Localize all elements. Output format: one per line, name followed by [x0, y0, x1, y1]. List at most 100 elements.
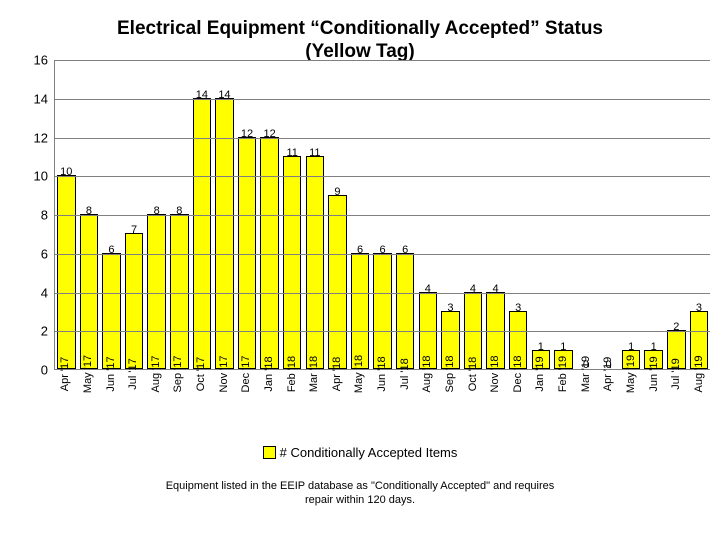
- x-tick-label: Mar '18: [308, 356, 320, 392]
- x-tick-label: Aug '17: [150, 356, 162, 393]
- x-tick-slot: Dec '18: [507, 370, 530, 430]
- x-tick-slot: May '19: [620, 370, 643, 430]
- x-tick-slot: Aug '19: [688, 370, 711, 430]
- x-tick-label: May '17: [82, 355, 94, 393]
- x-tick-slot: Oct '18: [461, 370, 484, 430]
- x-tick-slot: Jun '18: [371, 370, 394, 430]
- bar: 8: [80, 214, 99, 369]
- x-tick-slot: Dec '17: [235, 370, 258, 430]
- y-tick-label: 8: [41, 208, 48, 223]
- title-line2: (Yellow Tag): [305, 41, 414, 62]
- legend: # Conditionally Accepted Items: [0, 445, 720, 460]
- x-tick-label: Mar '19: [580, 356, 592, 392]
- x-tick-slot: Aug '18: [416, 370, 439, 430]
- x-tick-label: Oct '17: [195, 357, 207, 392]
- y-tick-label: 14: [34, 91, 48, 106]
- x-tick-label: Jun '17: [105, 356, 117, 391]
- x-tick-slot: Jul '18: [393, 370, 416, 430]
- x-tick-label: Jan '19: [534, 356, 546, 391]
- bar-value-label: 7: [131, 224, 137, 236]
- x-tick-label: Jul '17: [127, 358, 139, 389]
- x-tick-label: Jan '18: [263, 356, 275, 391]
- gridline: [55, 254, 710, 255]
- legend-label: # Conditionally Accepted Items: [280, 445, 458, 460]
- x-axis: Apr '17May '17Jun '17Jul '17Aug '17Sep '…: [54, 370, 710, 430]
- bar-value-label: 3: [447, 302, 453, 314]
- x-tick-label: Nov '18: [489, 356, 501, 393]
- x-tick-label: Apr '17: [59, 357, 71, 392]
- bar-value-label: 11: [287, 147, 298, 159]
- footnote-line1: Equipment listed in the EEIP database as…: [166, 480, 555, 492]
- y-tick-label: 12: [34, 130, 48, 145]
- bar-value-label: 1: [628, 341, 634, 353]
- gridline: [55, 60, 710, 61]
- x-tick-slot: Mar '18: [303, 370, 326, 430]
- bar-value-label: 1: [560, 341, 566, 353]
- bar-value-label: 9: [334, 186, 340, 198]
- x-tick-label: Jul '18: [399, 358, 411, 389]
- y-tick-label: 10: [34, 169, 48, 184]
- x-tick-slot: Mar '19: [574, 370, 597, 430]
- x-tick-slot: Feb '18: [280, 370, 303, 430]
- x-tick-label: Jul '19: [670, 358, 682, 389]
- bar: 11: [283, 156, 302, 369]
- x-tick-label: Dec '18: [512, 356, 524, 393]
- chart-title: Electrical Equipment “Conditionally Acce…: [0, 18, 720, 64]
- footnote: Equipment listed in the EEIP database as…: [0, 480, 720, 508]
- y-tick-label: 16: [34, 53, 48, 68]
- x-tick-label: Jun '19: [648, 356, 660, 391]
- bar: 6: [396, 253, 415, 369]
- y-tick-label: 2: [41, 324, 48, 339]
- x-tick-slot: Jun '17: [99, 370, 122, 430]
- x-tick-label: Aug '18: [421, 356, 433, 393]
- bar: 12: [260, 137, 279, 370]
- x-tick-slot: Sep '18: [439, 370, 462, 430]
- legend-swatch: [263, 446, 276, 459]
- title-line1: Electrical Equipment “Conditionally Acce…: [117, 18, 603, 39]
- x-tick-slot: Jan '19: [529, 370, 552, 430]
- x-tick-slot: Apr '19: [597, 370, 620, 430]
- gridline: [55, 331, 710, 332]
- x-tick-label: Dec '17: [240, 356, 252, 393]
- bar: 10: [57, 175, 76, 369]
- bar: 12: [238, 137, 257, 370]
- x-tick-label: May '18: [353, 355, 365, 393]
- bar-value-label: 1: [538, 341, 544, 353]
- gridline: [55, 138, 710, 139]
- plot-area: 108678814141212111196664344311001123: [54, 60, 710, 370]
- x-tick-slot: Jul '17: [122, 370, 145, 430]
- chart: 0246810121416 10867881414121211119666434…: [20, 60, 710, 430]
- x-tick-slot: May '17: [77, 370, 100, 430]
- bar-value-label: 3: [696, 302, 702, 314]
- x-tick-label: Aug '19: [693, 356, 705, 393]
- y-tick-label: 0: [41, 363, 48, 378]
- bar-value-label: 1: [651, 341, 657, 353]
- footnote-line2: repair within 120 days.: [305, 494, 415, 506]
- gridline: [55, 176, 710, 177]
- x-tick-slot: Jun '19: [642, 370, 665, 430]
- bar-value-label: 3: [515, 302, 521, 314]
- x-tick-slot: Feb '19: [552, 370, 575, 430]
- x-tick-slot: Nov '18: [484, 370, 507, 430]
- bar: 8: [170, 214, 189, 369]
- gridline: [55, 215, 710, 216]
- x-tick-slot: Sep '17: [167, 370, 190, 430]
- x-tick-slot: Apr '17: [54, 370, 77, 430]
- x-tick-slot: Oct '17: [190, 370, 213, 430]
- bar: 6: [351, 253, 370, 369]
- x-tick-label: Nov '17: [218, 356, 230, 393]
- x-tick-slot: Jul '19: [665, 370, 688, 430]
- y-tick-label: 6: [41, 246, 48, 261]
- gridline: [55, 99, 710, 100]
- bar: 6: [373, 253, 392, 369]
- bar-value-label: 11: [309, 147, 320, 159]
- bar: 11: [306, 156, 325, 369]
- x-tick-slot: May '18: [348, 370, 371, 430]
- bar: 8: [147, 214, 166, 369]
- x-tick-label: Feb '19: [557, 356, 569, 392]
- x-tick-label: Sep '18: [444, 356, 456, 393]
- x-tick-slot: Nov '17: [212, 370, 235, 430]
- x-tick-slot: Jan '18: [258, 370, 281, 430]
- x-tick-label: Apr '18: [331, 357, 343, 392]
- x-tick-label: Sep '17: [172, 356, 184, 393]
